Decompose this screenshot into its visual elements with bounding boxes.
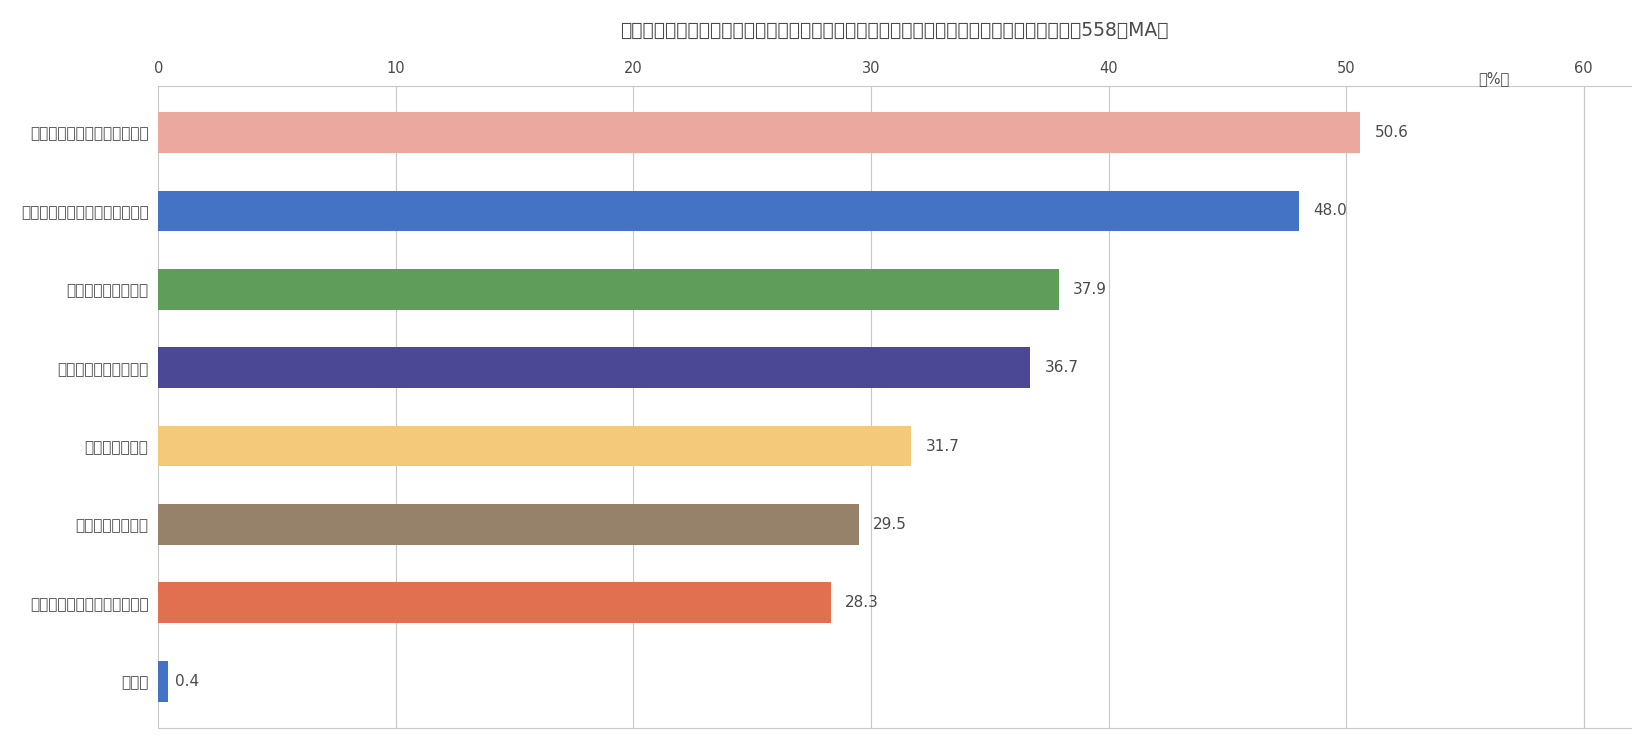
- Bar: [159, 112, 1360, 153]
- Title: リスキリングに取り組むことにより、どのようなメリットがあると思いますか　（ｎ＝２，558、MA）: リスキリングに取り組むことにより、どのようなメリットがあると思いますか （ｎ＝２…: [621, 21, 1170, 40]
- Text: 50.6: 50.6: [1374, 125, 1409, 140]
- Bar: [159, 583, 831, 623]
- Text: 0.4: 0.4: [175, 673, 198, 688]
- Text: （%）: （%）: [1479, 71, 1510, 86]
- Bar: [159, 190, 1298, 231]
- Bar: [159, 504, 859, 545]
- Text: 31.7: 31.7: [925, 439, 960, 454]
- Bar: [159, 661, 169, 702]
- Bar: [159, 348, 1031, 388]
- Text: 36.7: 36.7: [1044, 360, 1079, 375]
- Bar: [159, 269, 1059, 309]
- Text: 37.9: 37.9: [1072, 282, 1107, 297]
- Bar: [159, 425, 912, 467]
- Text: 28.3: 28.3: [844, 595, 879, 610]
- Text: 29.5: 29.5: [874, 517, 907, 532]
- Text: 48.0: 48.0: [1313, 204, 1346, 219]
